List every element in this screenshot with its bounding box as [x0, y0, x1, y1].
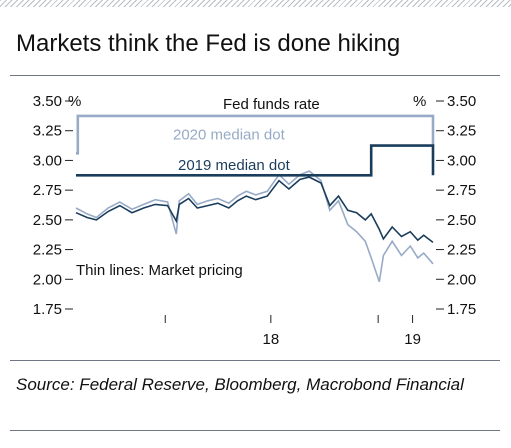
y-tick-label-left: 1.75	[33, 301, 62, 318]
series-line-pricing-2019	[75, 176, 434, 244]
source-note: Source: Federal Reserve, Bloomberg, Macr…	[16, 375, 464, 394]
label-2020-median-dot: 2020 median dot	[173, 126, 286, 143]
series-line-median-2019	[76, 144, 435, 177]
y-tick-label-left: 2.50	[33, 212, 62, 229]
top-hatch-border	[0, 0, 511, 7]
series-line-pricing-2020	[75, 170, 434, 282]
y-tick-label-left: 3.50	[33, 93, 62, 110]
line-chart: 1.75 1.75 2.00 2.00 2.25 2.25 2.50 2.50 2.75 2.75…	[33, 93, 476, 348]
y-tick-label-right: 2.00	[447, 271, 476, 288]
label-2019-median-dot: 2019 median dot	[178, 157, 291, 174]
source-divider	[10, 360, 500, 361]
y-tick-label-left: 2.00	[33, 271, 62, 288]
y-unit-left: %	[68, 93, 81, 110]
x-tick-label: 18	[262, 331, 279, 348]
bottom-divider	[10, 430, 500, 431]
title-divider	[10, 75, 500, 76]
y-tick-label-right: 3.00	[447, 152, 476, 169]
y-tick-label-right: 3.50	[447, 93, 476, 110]
label-market-pricing: Thin lines: Market pricing	[76, 262, 243, 279]
chart-title: Markets think the Fed is done hiking	[16, 30, 401, 57]
chart-area: 1.75 1.75 2.00 2.00 2.25 2.25 2.50 2.50 2.75 2.75…	[0, 80, 511, 360]
y-tick-label-right: 2.25	[447, 242, 476, 259]
y-tick-label-right: 3.25	[447, 123, 476, 140]
y-tick-label-left: 2.75	[33, 182, 62, 199]
x-tick-label: 19	[404, 331, 421, 348]
label-fed-funds-rate: Fed funds rate	[223, 96, 320, 113]
y-tick-label-right: 1.75	[447, 301, 476, 318]
y-tick-label-right: 2.75	[447, 182, 476, 199]
y-tick-label-left: 2.25	[33, 242, 62, 259]
y-tick-label-left: 3.25	[33, 123, 62, 140]
y-tick-label-left: 3.00	[33, 152, 62, 169]
annotation-labels: Fed funds rate 2020 median dot 2019 median…	[76, 96, 320, 279]
series-line-fed-funds	[76, 114, 435, 155]
y-unit-right: %	[413, 93, 426, 110]
plot-lines	[75, 114, 435, 282]
y-tick-label-right: 2.50	[447, 212, 476, 229]
axes: 1.75 1.75 2.00 2.00 2.25 2.25 2.50 2.50 2.75 2.75…	[33, 93, 476, 348]
